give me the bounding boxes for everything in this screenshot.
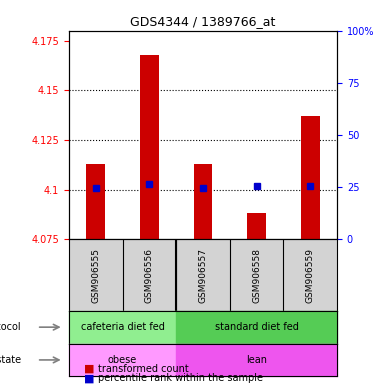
Text: obese: obese [108, 355, 137, 365]
Text: disease state: disease state [0, 355, 21, 365]
Text: protocol: protocol [0, 322, 21, 332]
Bar [193, 164, 212, 239]
Bar [87, 164, 105, 239]
Text: lean: lean [246, 355, 267, 365]
Text: GSM906558: GSM906558 [252, 248, 261, 303]
Text: cafeteria diet fed: cafeteria diet fed [81, 322, 164, 332]
Bar [301, 116, 319, 239]
Text: standard diet fed: standard diet fed [215, 322, 298, 332]
Text: ■: ■ [84, 373, 95, 383]
Bar [247, 214, 266, 239]
Bar [140, 55, 159, 239]
Text: GSM906557: GSM906557 [198, 248, 208, 303]
Bar [176, 311, 337, 344]
Text: transformed count: transformed count [98, 364, 188, 374]
Text: percentile rank within the sample: percentile rank within the sample [98, 373, 263, 383]
Title: GDS4344 / 1389766_at: GDS4344 / 1389766_at [130, 15, 276, 28]
Text: ■: ■ [84, 364, 95, 374]
Text: GSM906555: GSM906555 [91, 248, 100, 303]
Bar [176, 344, 337, 376]
Bar [69, 344, 176, 376]
Text: GSM906556: GSM906556 [145, 248, 154, 303]
Text: GSM906559: GSM906559 [306, 248, 315, 303]
Bar [69, 311, 176, 344]
